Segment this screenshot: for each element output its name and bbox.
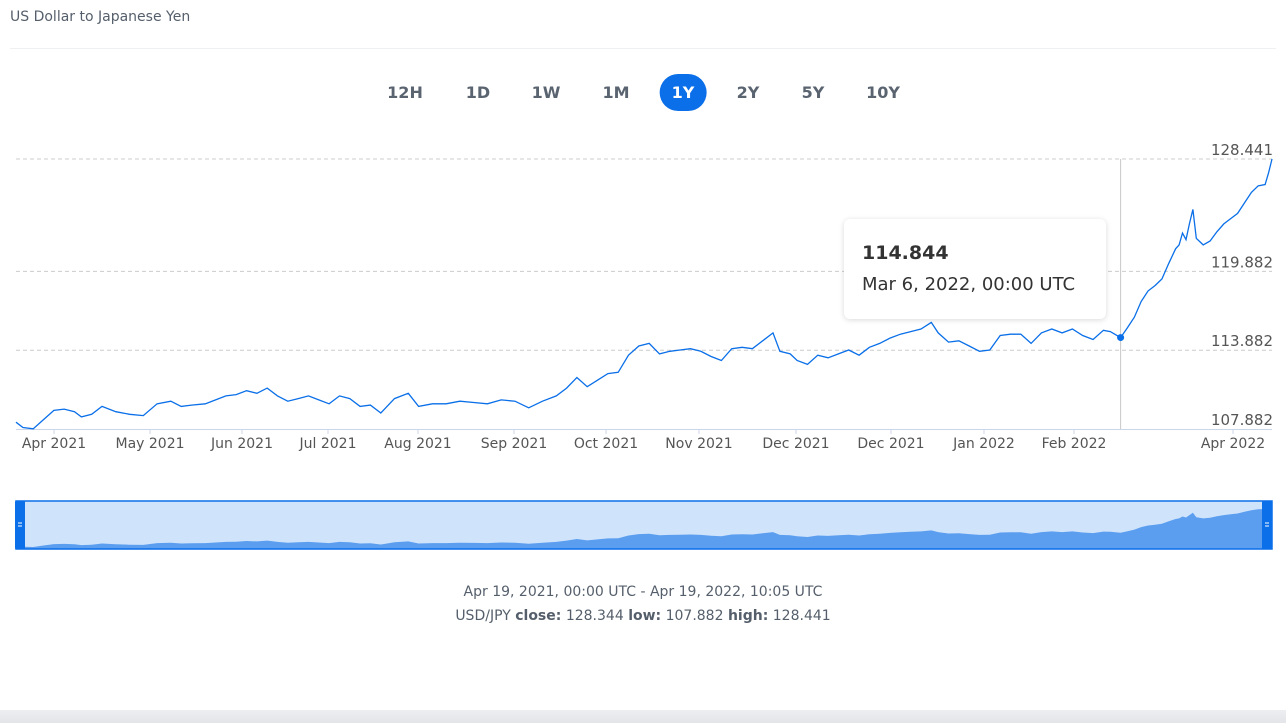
range-tab-12h[interactable]: 12H (387, 83, 423, 102)
range-tab-10y[interactable]: 10Y (866, 83, 900, 102)
price-chart[interactable]: 128.441 119.882 113.882 107.882 Apr 2021 May… (0, 130, 1286, 460)
header-divider (10, 48, 1276, 49)
x-tick-label: Apr 2022 (1201, 436, 1265, 452)
navigator-handle-left[interactable] (15, 501, 25, 549)
y-tick-label: 119.882 (1211, 253, 1273, 271)
x-tick-label: Aug 2021 (384, 436, 451, 452)
x-tick-label: Oct 2021 (574, 436, 638, 452)
y-tick-label: 113.882 (1211, 332, 1273, 350)
x-tick-label: Jun 2021 (210, 436, 273, 452)
x-tick-label: Nov 2021 (665, 436, 732, 452)
navigator-area (16, 505, 1272, 549)
pair-label: USD/JPY (455, 608, 511, 624)
range-tab-1w[interactable]: 1W (531, 83, 561, 102)
x-tick-label: Jul 2021 (299, 436, 357, 452)
range-tab-1y[interactable]: 1Y (659, 74, 707, 111)
tooltip-date: Mar 6, 2022, 00:00 UTC (862, 274, 1076, 295)
x-tick-label: Apr 2021 (22, 436, 86, 452)
navigator-handle-right[interactable] (1262, 501, 1272, 549)
close-value: 128.344 (565, 608, 624, 624)
y-axis-labels: 128.441 119.882 113.882 107.882 (1211, 141, 1273, 429)
x-tick-label: Sep 2021 (481, 436, 547, 452)
high-value: 128.441 (772, 608, 831, 624)
y-tick-label: 128.441 (1211, 141, 1273, 159)
low-value: 107.882 (665, 608, 724, 624)
close-label: close: (515, 608, 562, 624)
hover-point-marker (1117, 334, 1125, 342)
price-summary: USD/JPY close: 128.344 low: 107.882 high… (0, 608, 1286, 624)
x-tick-label: Jan 2022 (952, 436, 1015, 452)
price-series-line (15, 158, 1273, 430)
page-title: US Dollar to Japanese Yen (10, 9, 191, 25)
range-tab-1m[interactable]: 1M (602, 83, 630, 102)
x-tick-label: May 2021 (115, 436, 184, 452)
x-tick-label: Feb 2022 (1042, 436, 1107, 452)
date-range-text: Apr 19, 2021, 00:00 UTC - Apr 19, 2022, … (463, 584, 823, 600)
x-tick-label: Dec 2021 (857, 436, 924, 452)
x-axis-labels: Apr 2021 May 2021 Jun 2021 Jul 2021 Aug 2021… (22, 429, 1265, 452)
range-tab-5y[interactable]: 5Y (801, 83, 825, 102)
bottom-bar (0, 710, 1286, 723)
range-tab-1d[interactable]: 1D (465, 83, 491, 102)
tooltip-value: 114.844 (862, 242, 949, 264)
x-tick-label: Dec 2021 (762, 436, 829, 452)
range-navigator[interactable] (0, 495, 1286, 555)
range-selector: 12H 1D 1W 1M 1Y 2Y 5Y 10Y (0, 74, 1286, 111)
range-tab-2y[interactable]: 2Y (736, 83, 760, 102)
y-tick-label: 107.882 (1211, 411, 1273, 429)
tooltip: 114.844 Mar 6, 2022, 00:00 UTC (844, 219, 1106, 319)
low-label: low: (628, 608, 662, 624)
high-label: high: (727, 608, 769, 624)
